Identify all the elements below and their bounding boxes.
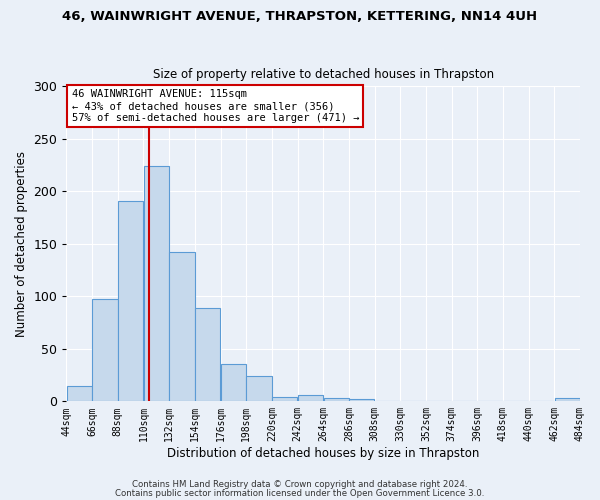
Text: 46 WAINWRIGHT AVENUE: 115sqm
← 43% of detached houses are smaller (356)
57% of s: 46 WAINWRIGHT AVENUE: 115sqm ← 43% of de… <box>71 90 359 122</box>
Text: Contains HM Land Registry data © Crown copyright and database right 2024.: Contains HM Land Registry data © Crown c… <box>132 480 468 489</box>
Bar <box>118 201 143 402</box>
Bar <box>67 386 92 402</box>
Bar <box>554 398 580 402</box>
Y-axis label: Number of detached properties: Number of detached properties <box>15 151 28 337</box>
Bar <box>144 166 169 402</box>
Bar <box>92 300 118 402</box>
Bar <box>169 252 194 402</box>
X-axis label: Distribution of detached houses by size in Thrapston: Distribution of detached houses by size … <box>167 447 479 460</box>
Bar <box>247 376 272 402</box>
Bar <box>349 399 374 402</box>
Bar <box>221 364 246 402</box>
Bar <box>323 398 349 402</box>
Bar <box>272 397 297 402</box>
Title: Size of property relative to detached houses in Thrapston: Size of property relative to detached ho… <box>152 68 494 81</box>
Bar <box>298 395 323 402</box>
Text: Contains public sector information licensed under the Open Government Licence 3.: Contains public sector information licen… <box>115 488 485 498</box>
Text: 46, WAINWRIGHT AVENUE, THRAPSTON, KETTERING, NN14 4UH: 46, WAINWRIGHT AVENUE, THRAPSTON, KETTER… <box>62 10 538 23</box>
Bar <box>195 308 220 402</box>
